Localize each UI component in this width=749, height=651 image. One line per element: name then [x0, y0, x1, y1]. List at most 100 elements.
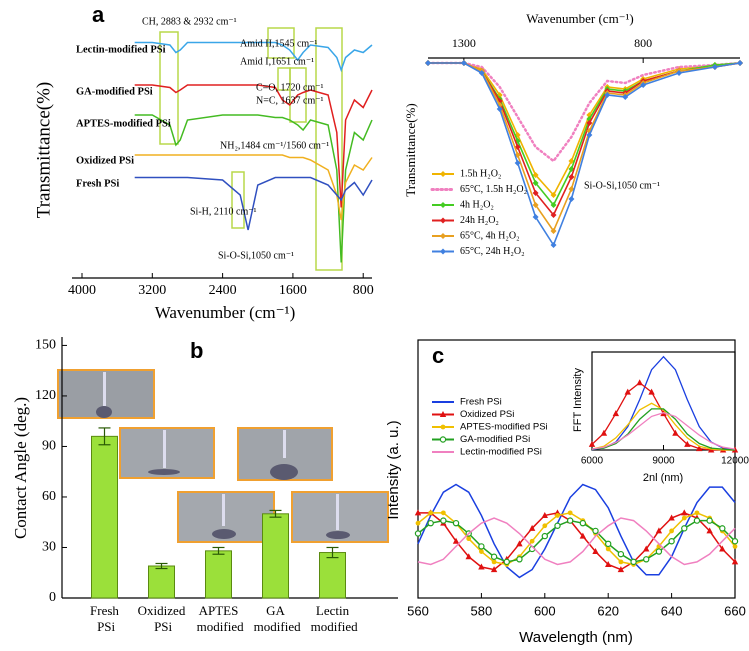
marker: [676, 70, 683, 76]
needle: [222, 494, 225, 526]
x-tick-label: 12000: [721, 456, 749, 467]
legend-label: Fresh PSi: [460, 397, 502, 408]
needle: [336, 494, 339, 530]
series-label: Oxidized PSi: [76, 155, 134, 166]
marker: [669, 528, 674, 534]
x-axis-label: Wavelength (nm): [519, 629, 633, 646]
x-tick-label: 660: [724, 603, 746, 618]
marker: [706, 527, 713, 534]
droplet: [148, 469, 180, 475]
legend-marker: [440, 171, 446, 177]
droplet: [96, 406, 112, 418]
marker: [681, 509, 688, 516]
droplet: [326, 531, 350, 539]
panel-label: c: [432, 343, 444, 368]
marker: [567, 510, 573, 516]
legend-marker: [440, 424, 446, 430]
marker: [550, 212, 557, 218]
error-bar: [155, 562, 168, 570]
marker: [478, 563, 485, 570]
y-tick-label: 0: [49, 590, 56, 605]
x-axis-label: Wavenumber (cm⁻¹): [526, 11, 634, 26]
marker: [612, 410, 620, 417]
series-line: [591, 408, 736, 451]
marker: [532, 180, 539, 186]
marker: [640, 82, 647, 88]
marker: [514, 160, 521, 166]
marker: [568, 186, 575, 192]
y-axis-label: Transmittance(%): [33, 82, 54, 219]
marker: [643, 556, 650, 563]
marker: [478, 543, 485, 550]
marker: [668, 514, 675, 521]
error-bar: [269, 509, 282, 518]
x-tick-label: 600: [534, 603, 556, 618]
x-axis-label: Wavenumber (cm⁻¹): [155, 303, 296, 322]
annotation: Si-O-Si,1050 cm⁻¹: [584, 180, 660, 191]
marker: [568, 196, 575, 202]
panel-label: a: [92, 2, 105, 27]
marker: [554, 522, 561, 529]
legend-marker: [440, 233, 446, 239]
marker: [541, 511, 548, 518]
marker: [693, 517, 701, 524]
marker: [672, 429, 679, 436]
series-line: [426, 61, 742, 163]
marker: [696, 445, 703, 452]
marker: [694, 510, 700, 516]
marker: [532, 172, 539, 178]
y-tick-label: 90: [42, 439, 56, 454]
marker: [452, 519, 460, 527]
y-tick-label: 30: [42, 540, 56, 555]
series-line: [417, 512, 736, 566]
bar: [91, 435, 118, 599]
droplet: [212, 529, 236, 539]
annotation: CH, 2883 & 2932 cm⁻¹: [142, 16, 237, 27]
marker: [605, 546, 611, 552]
annotation: N=C, 1637 cm⁻¹: [256, 95, 324, 106]
needle: [283, 430, 286, 458]
marker: [478, 70, 485, 76]
marker: [592, 548, 599, 555]
x-tick-label: 9000: [652, 456, 675, 467]
annotation: C=O, 1720 cm⁻¹: [256, 82, 324, 93]
legend-label: 65°C, 1.5h H₂O₂: [460, 184, 527, 195]
marker: [479, 549, 484, 554]
x-tick-label: 640: [661, 603, 683, 618]
marker: [586, 120, 593, 126]
legend-marker: [440, 217, 446, 224]
marker: [711, 64, 718, 70]
legend-label: 65°C, 4h H₂O₂: [460, 230, 520, 241]
marker: [503, 558, 510, 566]
y-axis-label: Contact Angle (deg.): [11, 397, 30, 539]
needle: [103, 372, 106, 406]
legend-marker: [439, 411, 447, 417]
x-tick-label: Fresh PSi: [90, 603, 119, 634]
series-line: [134, 84, 373, 208]
droplet-photos: [57, 369, 389, 543]
needles: [103, 372, 339, 530]
marker: [588, 440, 596, 447]
marker: [636, 379, 643, 386]
marker: [731, 538, 739, 545]
series-line: [134, 154, 373, 221]
marker: [592, 527, 599, 535]
series-label: APTES-modified PSi: [76, 118, 171, 129]
legend-marker: [439, 436, 447, 443]
marker: [427, 519, 434, 527]
x-tick-label: 580: [471, 603, 493, 618]
droplet: [270, 464, 298, 480]
marker: [605, 540, 612, 548]
marker: [516, 540, 523, 547]
marker: [648, 388, 655, 395]
annotation: NH₂,1484 cm⁻¹/1560 cm⁻¹: [220, 140, 329, 151]
marker: [532, 202, 539, 208]
marker: [528, 524, 536, 531]
marker: [655, 548, 663, 555]
error-bar: [326, 546, 339, 559]
marker: [466, 536, 472, 542]
x-tick-label: GA modified: [250, 603, 301, 634]
marker: [415, 520, 421, 526]
marker: [618, 559, 624, 565]
